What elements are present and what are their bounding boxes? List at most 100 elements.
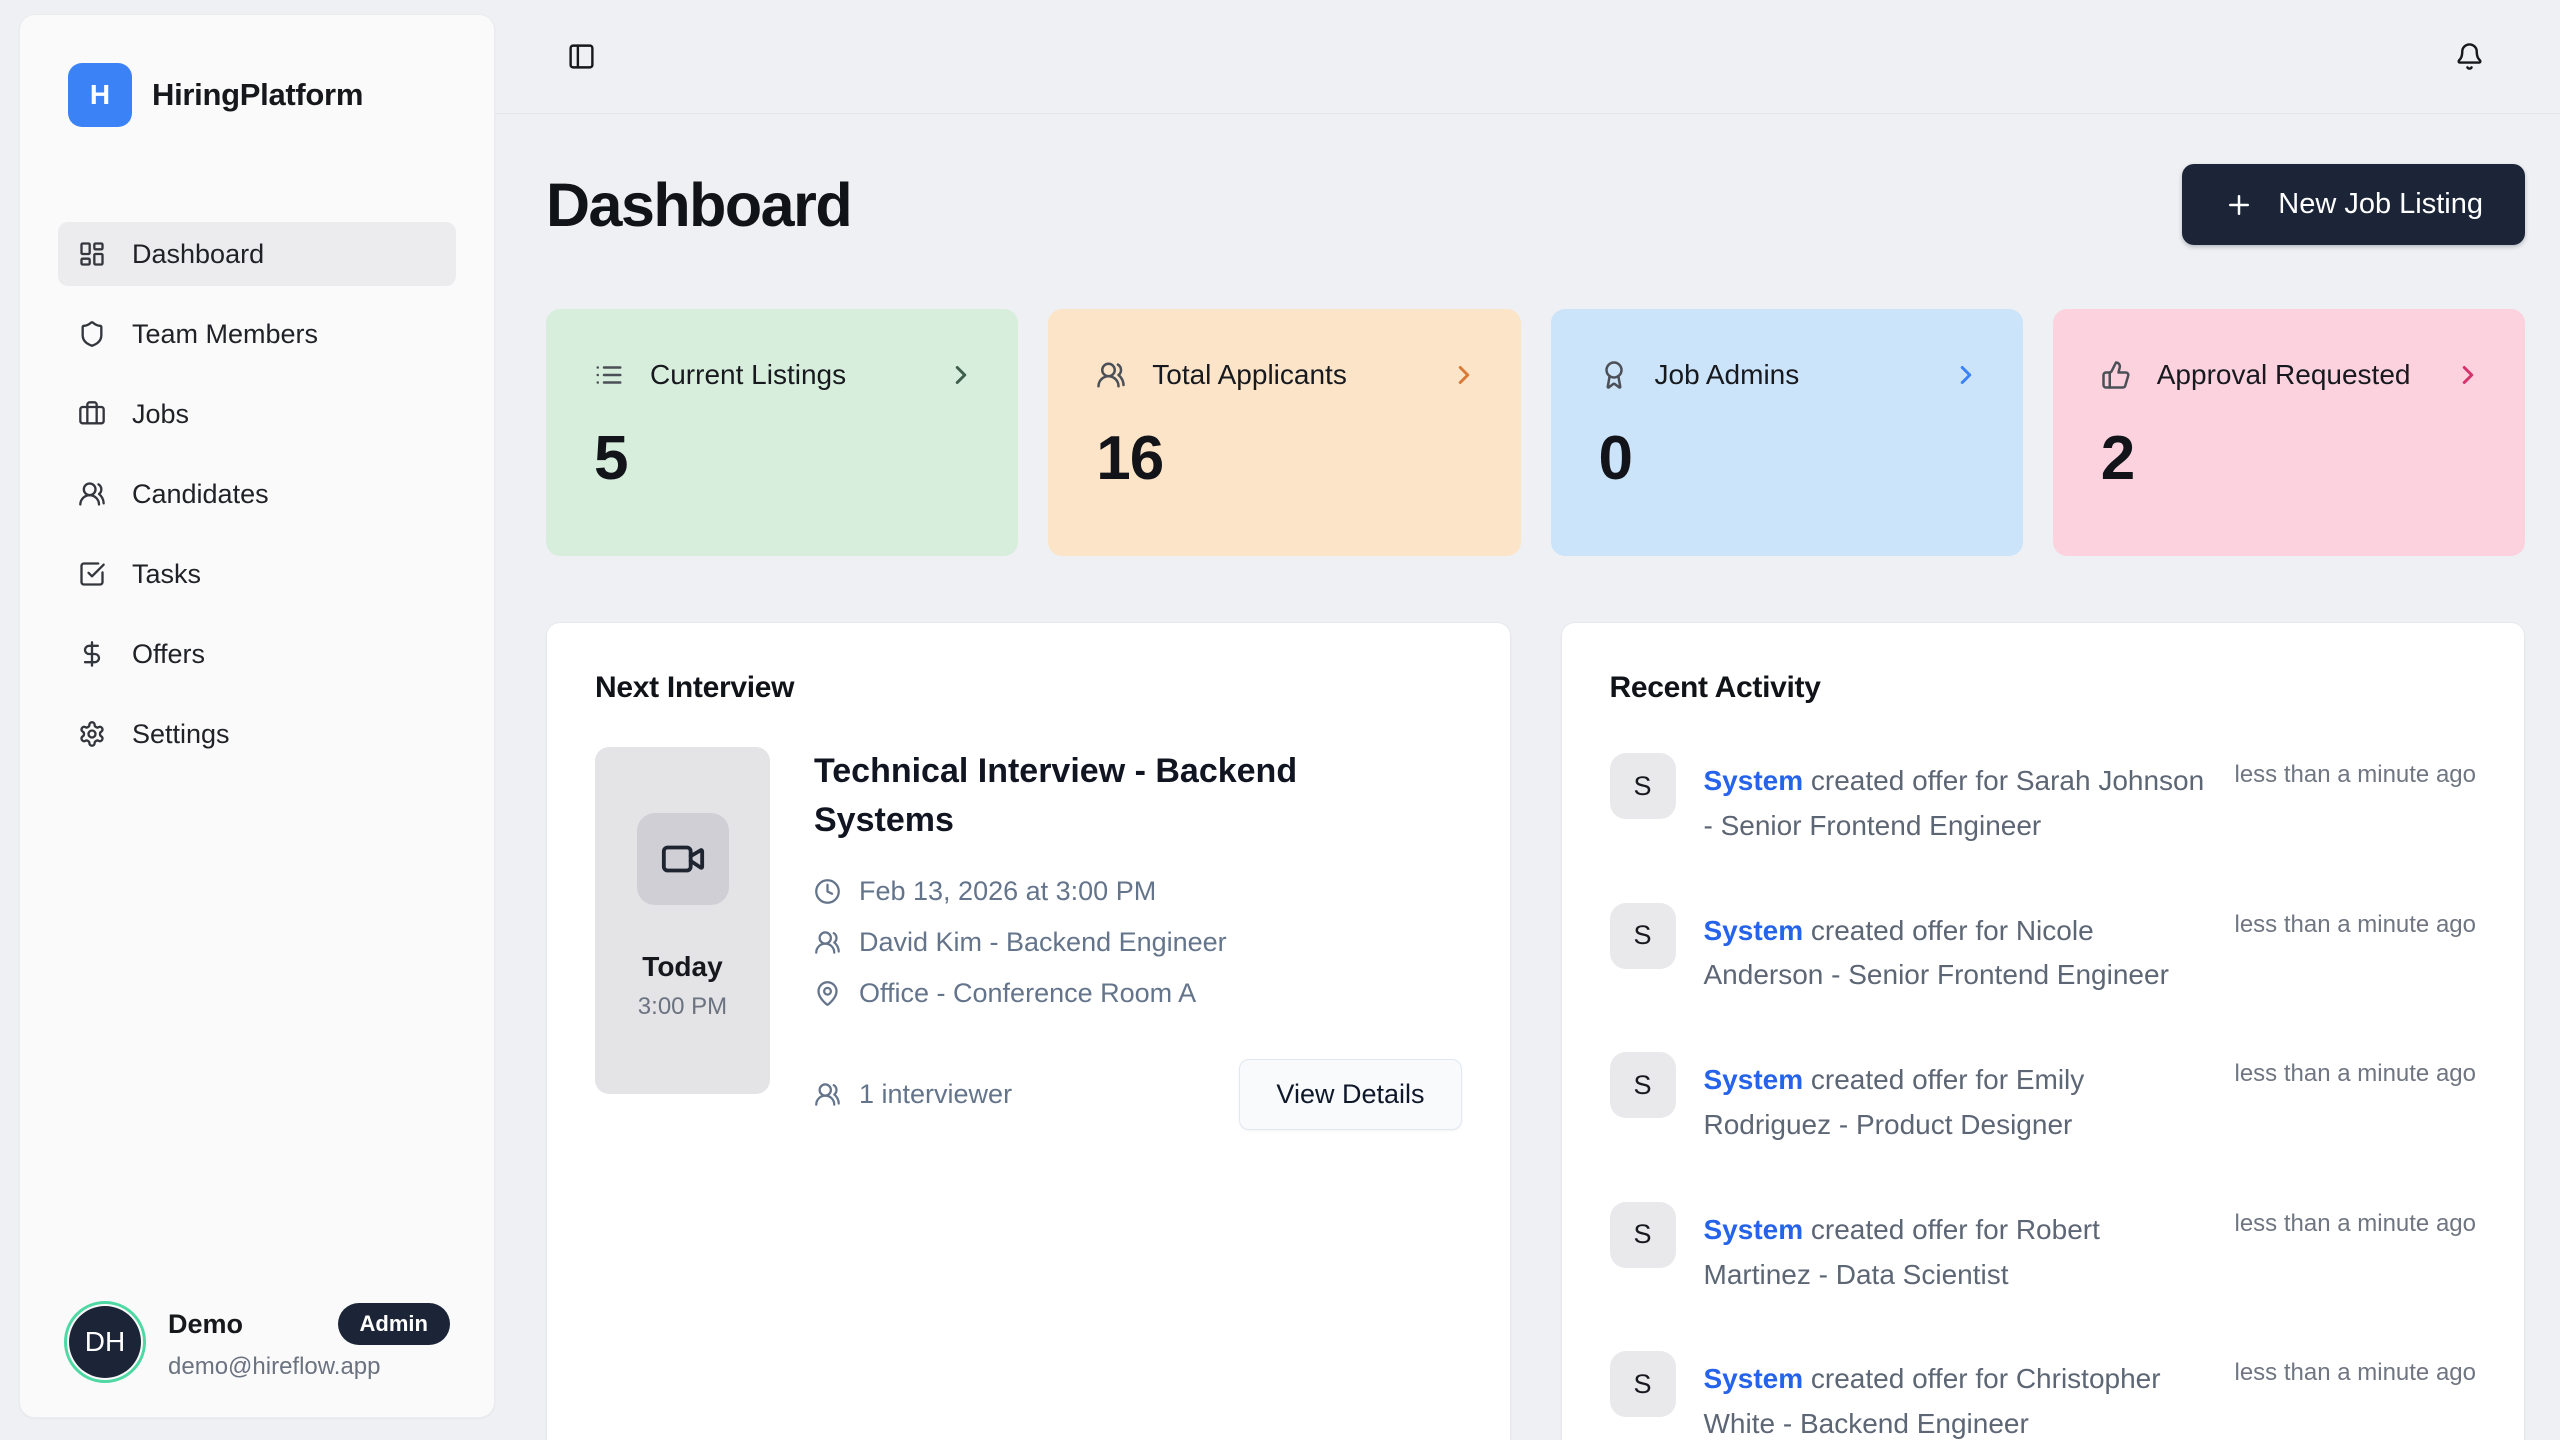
activity-description: created offer for Robert Martinez - Data…	[1703, 1213, 2100, 1290]
activity-actor-link[interactable]: System	[1703, 914, 1804, 946]
activity-description: created offer for Emily Rodriguez - Prod…	[1703, 1064, 2085, 1140]
recent-activity-heading: Recent Activity	[1609, 671, 1821, 704]
stat-card-approval-requested[interactable]: Approval Requested 2	[2052, 309, 2525, 556]
stat-label: Total Applicants	[1152, 359, 1347, 390]
stat-label: Job Admins	[1654, 359, 1800, 390]
interview-date-tile: Today 3:00 PM	[595, 747, 770, 1094]
activity-actor-link[interactable]: System	[1703, 765, 1804, 796]
new-job-listing-button[interactable]: New Job Listing	[2182, 164, 2525, 245]
brand: H HiringPlatform	[68, 63, 456, 127]
chevron-right-icon	[946, 360, 976, 390]
plus-icon	[2224, 190, 2254, 220]
thumbs-up-icon	[2101, 360, 2131, 390]
sidebar-item-label: Offers	[132, 638, 206, 669]
activity-item: S System created offer for Sarah Johnson…	[1609, 753, 2477, 849]
sidebar-item-label: Jobs	[132, 398, 190, 429]
activity-timestamp: less than a minute ago	[2234, 761, 2477, 788]
sidebar-nav: Dashboard Team Members Jobs Candidates T…	[58, 222, 456, 766]
avatar: S	[1609, 1052, 1676, 1119]
activity-item: S System created offer for Christopher W…	[1609, 1351, 2477, 1440]
avatar: DH	[64, 1301, 146, 1383]
avatar: S	[1609, 1351, 1676, 1418]
interview-title: Technical Interview - Backend Systems	[814, 752, 1298, 840]
user-menu[interactable]: DH Demo Admin demo@hireflow.app	[58, 1301, 456, 1383]
sidebar-item-label: Candidates	[132, 478, 269, 509]
activity-actor-link[interactable]: System	[1703, 1363, 1804, 1395]
avatar: S	[1609, 902, 1676, 969]
users-icon	[1096, 360, 1126, 390]
activity-description: created offer for Sarah Johnson - Senior…	[1703, 765, 2205, 841]
next-interview-heading: Next Interview	[595, 671, 795, 704]
sidebar-item-label: Tasks	[132, 558, 202, 589]
recent-activity-panel: Recent Activity S System created offer f…	[1560, 622, 2525, 1440]
chevron-right-icon	[2453, 360, 2483, 390]
activity-timestamp: less than a minute ago	[2234, 1359, 2477, 1387]
stat-card-total-applicants[interactable]: Total Applicants 16	[1048, 309, 1521, 556]
stat-card-current-listings[interactable]: Current Listings 5	[546, 309, 1019, 556]
activity-item: S System created offer for Nicole Anders…	[1609, 902, 2476, 999]
stat-label: Approval Requested	[2156, 359, 2411, 390]
stat-value: 16	[1096, 424, 1164, 493]
interview-datetime: Feb 13, 2026 at 3:00 PM	[859, 875, 1157, 906]
activity-description: created offer for Christopher White - Ba…	[1703, 1363, 2161, 1440]
stat-cards: Current Listings 5 Total Applicants 16 J…	[546, 309, 2525, 556]
notifications-button[interactable]	[2449, 36, 2490, 77]
topbar	[495, 0, 2560, 114]
sidebar-item-label: Dashboard	[132, 238, 265, 269]
sidebar-toggle-button[interactable]	[561, 36, 602, 77]
chevron-right-icon	[1449, 360, 1479, 390]
sidebar: H HiringPlatform Dashboard Team Members …	[19, 14, 495, 1418]
activity-item: S System created offer for Emily Rodrigu…	[1609, 1052, 2476, 1148]
activity-actor-link[interactable]: System	[1703, 1064, 1804, 1096]
activity-timestamp: less than a minute ago	[2234, 1209, 2477, 1237]
users-icon	[78, 480, 106, 508]
users-icon	[814, 1081, 841, 1108]
user-email: demo@hireflow.app	[168, 1353, 381, 1380]
clock-icon	[814, 878, 841, 905]
stat-value: 0	[1598, 424, 1633, 493]
stat-label: Current Listings	[650, 359, 847, 390]
brand-name: HiringPlatform	[152, 77, 364, 112]
dashboard-grid-icon	[78, 240, 106, 268]
stat-value: 2	[2100, 424, 2135, 493]
dashboard-content: Dashboard New Job Listing Current Listin…	[495, 114, 2560, 1440]
briefcase-icon	[78, 400, 106, 428]
chevron-right-icon	[1951, 360, 1981, 390]
next-interview-panel: Next Interview Today 3:00 PM Technical I…	[546, 622, 1511, 1440]
check-square-icon	[78, 560, 106, 588]
bell-icon	[2455, 42, 2484, 71]
avatar: S	[1609, 1201, 1676, 1268]
sidebar-item-label: Team Members	[132, 318, 319, 349]
gear-icon	[78, 720, 106, 748]
activity-list: S System created offer for Sarah Johnson…	[1609, 753, 2477, 1440]
panel-left-icon	[567, 42, 596, 71]
video-icon	[636, 813, 729, 905]
activity-actor-link[interactable]: System	[1703, 1213, 1804, 1245]
avatar: S	[1609, 753, 1676, 819]
sidebar-item-settings[interactable]: Settings	[58, 702, 456, 766]
sidebar-item-dashboard[interactable]: Dashboard	[58, 222, 456, 286]
sidebar-item-tasks[interactable]: Tasks	[58, 542, 456, 606]
sidebar-item-label: Settings	[132, 718, 230, 749]
dollar-icon	[78, 640, 106, 668]
stat-card-job-admins[interactable]: Job Admins 0	[1550, 309, 2023, 556]
interviewer-count: 1 interviewer	[859, 1078, 1013, 1109]
user-name: Demo	[168, 1308, 244, 1339]
activity-item: S System created offer for Robert Martin…	[1609, 1201, 2477, 1298]
role-badge: Admin	[337, 1303, 450, 1345]
award-icon	[1599, 360, 1629, 390]
stat-value: 5	[594, 424, 628, 493]
activity-description: created offer for Nicole Anderson - Seni…	[1703, 914, 2169, 991]
main-area: Dashboard New Job Listing Current Listin…	[495, 0, 2560, 1440]
view-details-button[interactable]: View Details	[1239, 1058, 1462, 1130]
interview-location: Office - Conference Room A	[859, 977, 1197, 1008]
sidebar-item-jobs[interactable]: Jobs	[58, 382, 456, 446]
sidebar-item-candidates[interactable]: Candidates	[58, 462, 456, 526]
sidebar-item-offers[interactable]: Offers	[58, 622, 456, 686]
users-icon	[814, 929, 841, 956]
interview-day: Today	[642, 951, 723, 982]
map-pin-icon	[814, 980, 841, 1007]
shield-icon	[78, 320, 106, 348]
page-title: Dashboard	[546, 170, 853, 239]
sidebar-item-team-members[interactable]: Team Members	[58, 302, 456, 366]
